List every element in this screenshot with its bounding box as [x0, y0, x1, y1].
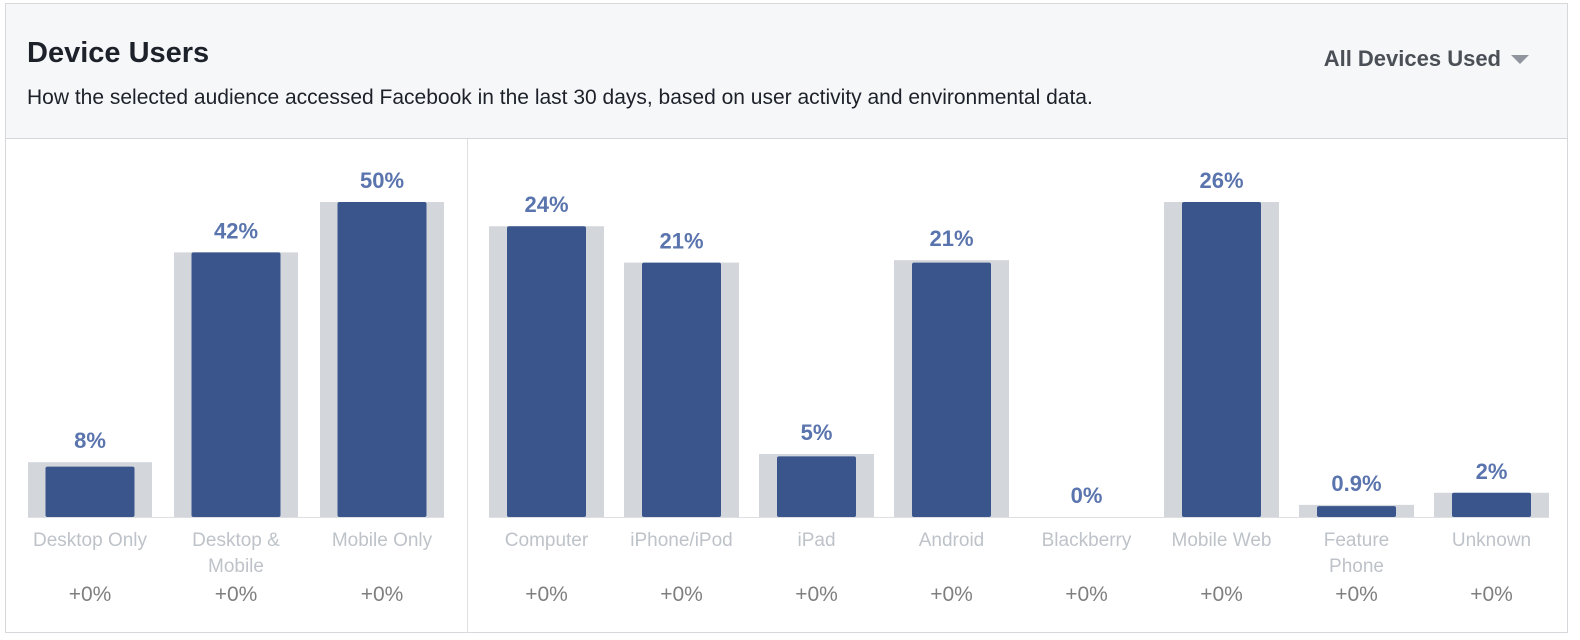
bar-value-label: 8%: [74, 428, 106, 453]
bar-value-label: 24%: [524, 192, 568, 217]
bar: [507, 226, 586, 517]
bar: [1317, 506, 1396, 517]
category-label: iPad: [797, 530, 835, 551]
devices-dropdown-label: All Devices Used: [1323, 46, 1501, 71]
bar-value-label: 5%: [801, 420, 833, 445]
bar: [642, 262, 721, 517]
bar-value-label: 21%: [929, 226, 973, 251]
bar-value-label: 0%: [1071, 483, 1103, 508]
category-label: Mobile Web: [1172, 530, 1272, 551]
devices-dropdown[interactable]: All Devices Used: [1324, 46, 1529, 72]
category-label: Computer: [505, 530, 589, 551]
bar: [1182, 202, 1261, 517]
category-label: Feature Phone: [1324, 530, 1389, 577]
bar: [45, 466, 135, 517]
bar: [191, 252, 281, 517]
delta-label: +0%: [525, 583, 568, 606]
category-label: Blackberry: [1042, 530, 1132, 551]
bar: [337, 202, 427, 517]
delta-label: +0%: [1335, 583, 1378, 606]
bar-value-label: 26%: [1199, 168, 1243, 193]
card-header: Device Users How the selected audience a…: [6, 4, 1567, 139]
delta-label: +0%: [930, 583, 973, 606]
delta-label: +0%: [1200, 583, 1243, 606]
category-label: Android: [919, 530, 985, 551]
bar-value-label: 42%: [214, 218, 258, 243]
bar: [912, 262, 991, 517]
delta-label: +0%: [1065, 583, 1108, 606]
bar: [777, 456, 856, 517]
card-subtitle: How the selected audience accessed Faceb…: [27, 86, 1093, 109]
card-title: Device Users: [27, 37, 210, 69]
bar-value-label: 21%: [659, 229, 703, 254]
delta-label: +0%: [69, 583, 112, 606]
category-label: Unknown: [1452, 530, 1531, 551]
bar-value-label: 0.9%: [1331, 471, 1381, 496]
category-label: Desktop Only: [33, 530, 148, 551]
delta-label: +0%: [215, 583, 258, 606]
category-label: Mobile Only: [332, 530, 433, 551]
delta-label: +0%: [795, 583, 838, 606]
category-label: Desktop & Mobile: [192, 530, 280, 577]
device-users-card: Device Users How the selected audience a…: [5, 3, 1568, 633]
bar-value-label: 50%: [360, 168, 404, 193]
delta-label: +0%: [660, 583, 703, 606]
category-label: iPhone/iPod: [630, 530, 732, 551]
bar: [1452, 492, 1531, 517]
delta-label: +0%: [361, 583, 404, 606]
chevron-down-icon: [1511, 54, 1529, 64]
bar-value-label: 2%: [1476, 459, 1508, 484]
chart-divider: [467, 139, 468, 633]
delta-label: +0%: [1470, 583, 1513, 606]
